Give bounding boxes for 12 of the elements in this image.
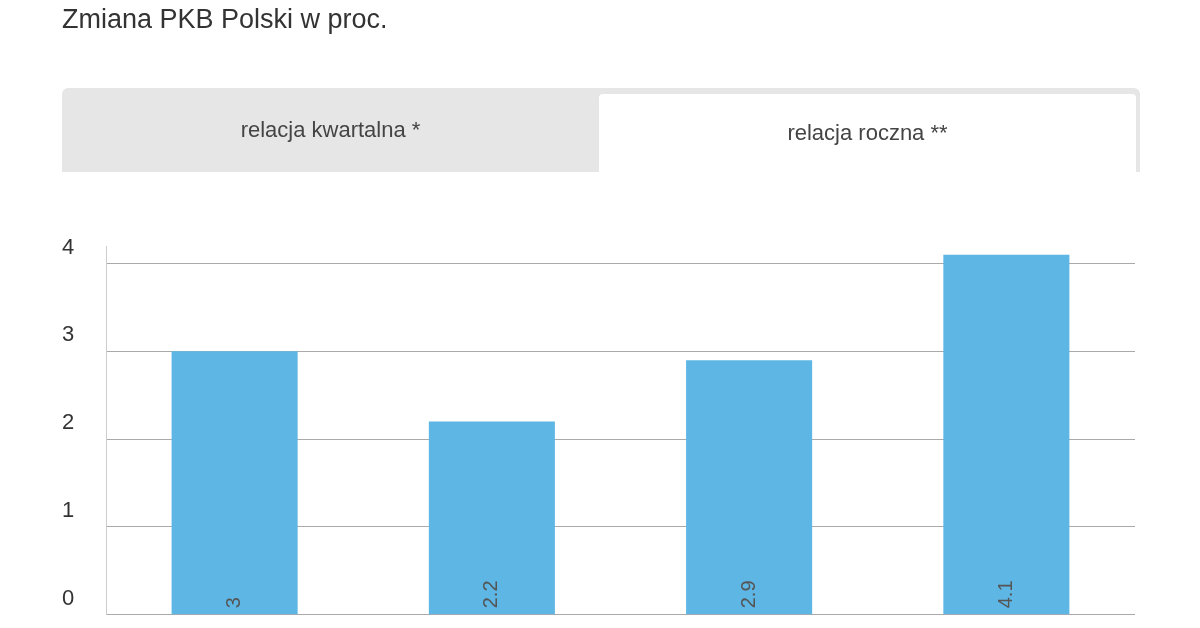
data-label: 2.9 [736, 580, 759, 609]
y-tick-label: 2 [62, 409, 75, 435]
y-tick-label: 3 [62, 321, 75, 347]
data-label: 4.1 [993, 580, 1016, 609]
y-tick-label: 4 [62, 233, 75, 259]
data-label: 2.2 [479, 580, 502, 609]
y-tick-label: 1 [62, 497, 75, 523]
text: relacja roczna ** [599, 94, 1136, 172]
y-tick-label: 0 [62, 584, 75, 610]
text: relacja kwartalna * [239, 116, 422, 144]
data-label: 3 [222, 597, 245, 609]
chart-title: Zmiana PKB Polski w proc. [62, 4, 388, 35]
